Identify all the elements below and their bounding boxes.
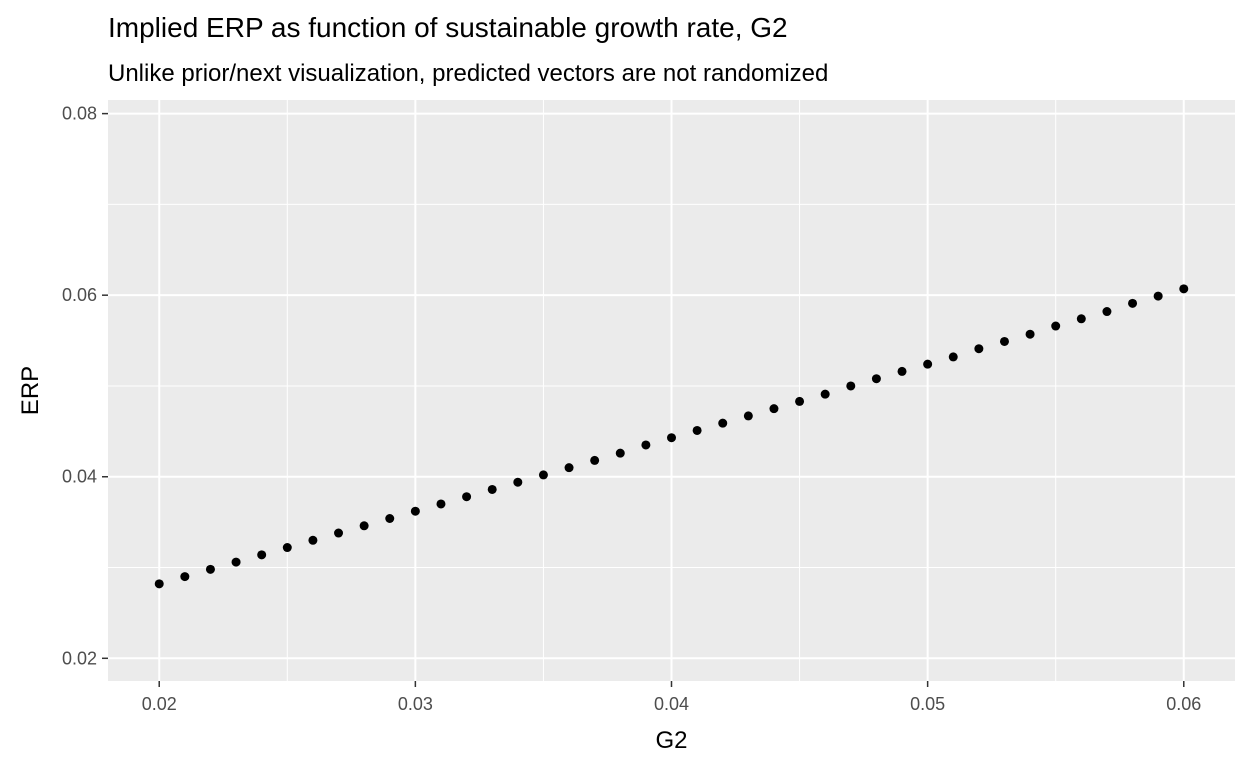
- data-point: [1102, 307, 1112, 317]
- data-point: [538, 470, 548, 480]
- data-point: [462, 492, 472, 502]
- data-point: [923, 359, 933, 369]
- x-tick-label: 0.02: [142, 694, 177, 714]
- x-tick-label: 0.06: [1166, 694, 1201, 714]
- data-point: [974, 344, 984, 354]
- data-point: [154, 579, 164, 589]
- data-point: [410, 506, 420, 516]
- data-point: [1025, 329, 1035, 339]
- y-tick-label: 0.02: [62, 648, 97, 668]
- y-tick-label: 0.06: [62, 285, 97, 305]
- data-point: [667, 433, 676, 443]
- data-point: [948, 352, 958, 362]
- data-point: [769, 404, 779, 414]
- data-point: [1051, 321, 1061, 331]
- x-axis-ticks: 0.02 0.03 0.04 0.05 0.06: [142, 681, 1201, 714]
- data-point: [820, 389, 830, 399]
- x-tick-label: 0.04: [654, 694, 689, 714]
- data-point: [205, 564, 215, 574]
- data-point: [308, 535, 318, 545]
- data-point: [615, 448, 625, 458]
- data-point: [282, 543, 292, 553]
- data-point: [513, 477, 523, 487]
- x-axis-title: G2: [655, 727, 687, 754]
- data-point: [436, 499, 446, 509]
- data-point: [795, 396, 805, 406]
- y-axis-ticks: 0.02 0.04 0.06 0.08: [62, 104, 108, 668]
- major-gridlines: [108, 100, 1235, 681]
- data-point: [743, 411, 753, 421]
- data-point: [897, 366, 907, 376]
- data-point: [231, 557, 241, 567]
- x-tick-label: 0.03: [398, 694, 433, 714]
- data-point: [846, 381, 856, 391]
- data-point: [180, 572, 190, 582]
- y-tick-label: 0.08: [62, 104, 97, 124]
- data-point: [257, 550, 267, 560]
- data-point: [999, 336, 1009, 346]
- data-points: [154, 284, 1189, 589]
- data-point: [1076, 314, 1086, 324]
- data-point: [359, 521, 369, 531]
- data-point: [385, 514, 395, 524]
- data-point: [1128, 298, 1138, 308]
- data-point: [590, 455, 600, 465]
- data-point: [641, 440, 651, 450]
- data-point: [718, 418, 728, 428]
- y-axis-title: ERP: [17, 366, 44, 415]
- data-point: [1179, 284, 1189, 294]
- data-point: [692, 425, 702, 435]
- x-tick-label: 0.05: [910, 694, 945, 714]
- y-tick-label: 0.04: [62, 467, 97, 487]
- data-point: [334, 528, 344, 538]
- data-point: [564, 463, 574, 473]
- chart-subtitle: Unlike prior/next visualization, predict…: [108, 60, 829, 87]
- data-point: [1153, 291, 1163, 301]
- data-point: [871, 374, 881, 384]
- data-point: [487, 484, 497, 494]
- chart-title: Implied ERP as function of sustainable g…: [108, 12, 788, 43]
